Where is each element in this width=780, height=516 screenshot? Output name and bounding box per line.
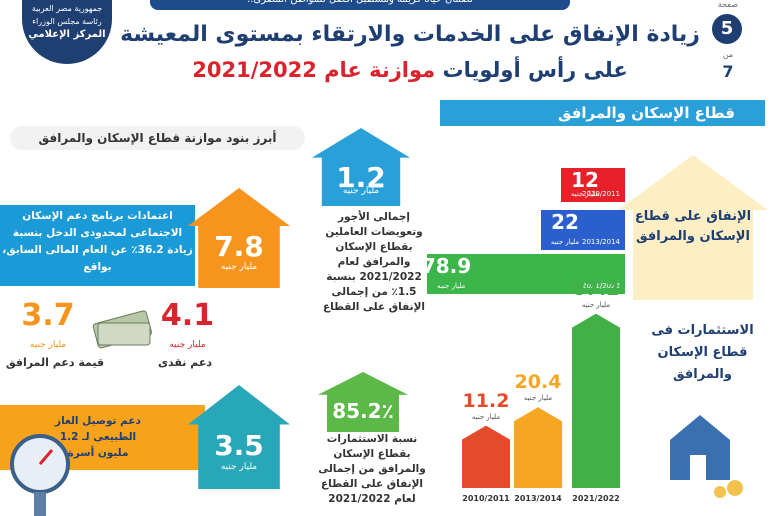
spending-title: الإنفاق على قطاع الإسكان والمرافق bbox=[634, 209, 752, 244]
section-title: قطاع الإسكان والمرافق bbox=[558, 104, 735, 122]
page-of: من bbox=[722, 50, 734, 59]
bar-unit: مليار جنيه bbox=[570, 190, 600, 198]
unit: مليار جنيه bbox=[342, 185, 380, 196]
bar-value: 22 bbox=[551, 210, 579, 234]
value: 1.2 bbox=[336, 160, 386, 194]
unit: مليار جنيه bbox=[220, 461, 258, 472]
building bbox=[462, 425, 510, 488]
building-value: 11.2 bbox=[462, 389, 510, 412]
description: دعم توصيل الغاز الطبيعى لـ 1.2 مليون أسر… bbox=[55, 415, 141, 459]
unit: مليار جنيه bbox=[169, 340, 206, 350]
label: دعم نقدى bbox=[157, 356, 213, 369]
bar-unit: مليار جنيه bbox=[550, 238, 580, 246]
value: 4.1 bbox=[160, 298, 215, 333]
bar-year: 2021/2022 bbox=[582, 282, 620, 290]
section-banner: قطاع الإسكان والمرافق bbox=[440, 100, 765, 126]
value: 3.5 bbox=[214, 428, 264, 462]
gauge-icon bbox=[10, 434, 70, 516]
description-box: اعتمادات برنامج دعم الإسكان الاجتماعى لم… bbox=[0, 205, 195, 286]
bar-value: 78.9 bbox=[421, 254, 472, 278]
value: 7.8 bbox=[214, 230, 264, 263]
description: نسبة الاستثمارات بقطاع الإسكان والمرافق … bbox=[318, 433, 426, 505]
house: 85.2٪ bbox=[318, 372, 408, 432]
investments-title: الاستثمارات فى قطاع الإسكان والمرافق bbox=[651, 323, 754, 382]
ribbon: لضمان حياة كريمة ومستقبل أفضل للمواطن ال… bbox=[150, 0, 570, 10]
bar-year: 2010/2011 bbox=[582, 190, 620, 198]
label: قيمة دعم المرافق bbox=[5, 356, 105, 369]
value: 85.2٪ bbox=[332, 399, 394, 423]
page-current: 5 bbox=[712, 14, 742, 44]
building-year: 2021/2022 bbox=[572, 494, 620, 503]
logo-text: جمهورية مصر العربية bbox=[31, 4, 103, 13]
building bbox=[572, 313, 620, 488]
value: 3.7 bbox=[21, 298, 75, 333]
description: إجمالى الأجور وتعويضات العاملين بقطاع ال… bbox=[322, 211, 426, 313]
building-value: 20.4 bbox=[514, 371, 562, 394]
bar-unit: مليار جنيه bbox=[437, 282, 466, 290]
unit: مليار جنيه bbox=[29, 340, 67, 350]
unit: مليار جنيه bbox=[220, 262, 258, 272]
spending-house: الإنفاق على قطاع الإسكان والمرافق bbox=[618, 155, 768, 300]
logo-text: رئاسة مجلس الوزراء bbox=[32, 17, 102, 26]
logo: جمهورية مصر العربية رئاسة مجلس الوزراء ا… bbox=[22, 0, 112, 64]
building-year: 2010/2011 bbox=[462, 494, 510, 503]
building-unit: مليار جنيه bbox=[581, 300, 611, 309]
bar-year: 2013/2014 bbox=[582, 238, 620, 246]
money-icon bbox=[92, 310, 152, 349]
page-total: 7 bbox=[722, 62, 734, 81]
page-label: صفحة bbox=[717, 0, 739, 9]
building bbox=[514, 407, 562, 488]
subtitle-highlight: موازنة عام 2021/2022 bbox=[192, 58, 436, 82]
bar bbox=[561, 168, 625, 202]
subtitle: على رأس أولويات موازنة عام 2021/2022 bbox=[120, 58, 700, 82]
building-unit: مليار جنيه bbox=[523, 394, 553, 403]
house: 1.2 مليار جنيه bbox=[312, 128, 410, 206]
building-year: 2013/2014 bbox=[514, 494, 562, 503]
title: زيادة الإنفاق على الخدمات والارتقاء بمست… bbox=[120, 22, 700, 47]
building-unit: مليار جنيه bbox=[471, 412, 501, 421]
subtitle-text: على رأس أولويات bbox=[442, 58, 628, 82]
bar-value: 12 bbox=[571, 168, 599, 192]
house: 7.8 مليار جنيه bbox=[188, 188, 290, 288]
building-value: 67.2 bbox=[572, 277, 620, 300]
house: 3.5 مليار جنيه bbox=[188, 385, 290, 489]
bar bbox=[427, 254, 625, 294]
bar bbox=[541, 210, 625, 250]
highlights-title: أبرز بنود موازنة قطاع الإسكان والمرافق bbox=[10, 126, 305, 150]
house-icon bbox=[670, 415, 743, 498]
logo-text: المركز الإعلامي bbox=[28, 29, 106, 40]
